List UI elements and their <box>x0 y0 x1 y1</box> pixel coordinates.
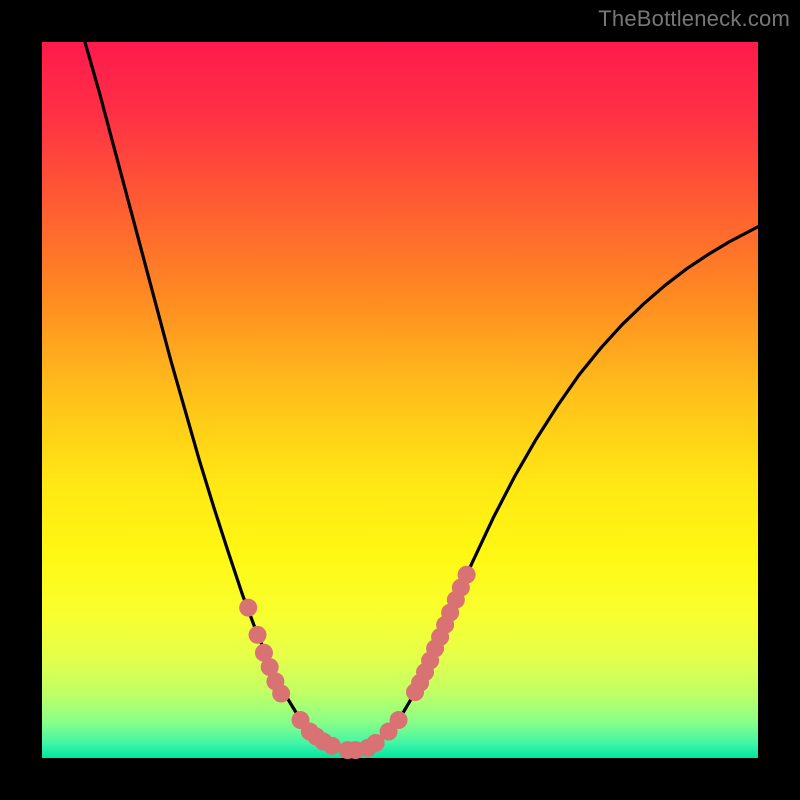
marker-point <box>239 599 257 617</box>
marker-point <box>390 711 408 729</box>
curve-layer <box>42 42 758 758</box>
marker-point <box>458 566 476 584</box>
curve-markers <box>239 566 475 759</box>
plot-area <box>42 42 758 758</box>
marker-point <box>272 685 290 703</box>
marker-point <box>249 626 267 644</box>
watermark-text: TheBottleneck.com <box>598 6 790 32</box>
bottleneck-curve <box>85 42 758 750</box>
marker-point <box>323 737 341 755</box>
